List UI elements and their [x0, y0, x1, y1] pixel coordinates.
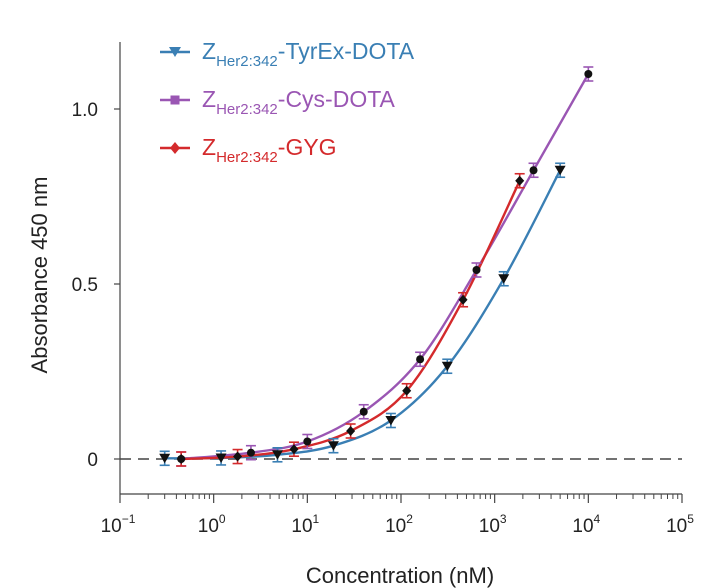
x-axis-title: Concentration (nM) [306, 563, 494, 588]
point-series-1 [498, 274, 510, 284]
point-series-1 [441, 361, 453, 372]
point-series-1 [385, 416, 397, 426]
point-series-3 [176, 454, 186, 464]
legend-marker [170, 95, 180, 105]
x-tick-label: 100 [198, 512, 226, 537]
y-tick-label: 1.0 [72, 100, 98, 121]
point-series-3 [289, 444, 299, 455]
legend-marker [170, 142, 180, 154]
legend-label: ZHer2:342-Cys-DOTA [202, 86, 396, 118]
y-tick-label: 0.5 [72, 275, 98, 296]
ticks: 0 0.5 1.0 10−1 100 101 102 103 104 105 [72, 100, 695, 537]
legend-entry-2: ZHer2:342-Cys-DOTA [160, 86, 396, 118]
curve-series-3 [181, 180, 521, 461]
point-series-3 [402, 385, 412, 396]
data-points [159, 66, 594, 467]
legend-entry-1: ZHer2:342-TyrEx-DOTA [160, 38, 415, 70]
legend-marker [169, 47, 181, 57]
point-series-1 [554, 165, 566, 176]
point-series-1 [159, 453, 171, 464]
legend-label: ZHer2:342-TyrEx-DOTA [202, 38, 415, 70]
series-curves [164, 73, 590, 461]
x-tick-label: 101 [291, 512, 319, 537]
point-series-2 [416, 355, 425, 364]
y-tick-label: 0 [87, 450, 98, 471]
x-tick-label: 10−1 [101, 512, 136, 537]
point-series-2 [584, 70, 593, 78]
y-axis-title: Absorbance 450 nm [27, 177, 52, 374]
point-series-2 [529, 166, 538, 175]
point-series-1 [271, 450, 283, 460]
point-series-3 [233, 451, 243, 462]
point-series-2 [359, 407, 368, 416]
point-series-1 [327, 441, 339, 451]
x-tick-label: 104 [572, 512, 600, 537]
point-series-3 [458, 294, 468, 305]
curve-series-2 [181, 73, 590, 461]
x-tick-label: 102 [385, 512, 413, 537]
legend: ZHer2:342-TyrEx-DOTA ZHer2:342-Cys-DOTA ZH… [160, 38, 415, 166]
legend-entry-3: ZHer2:342-GYG [160, 134, 337, 166]
point-series-3 [346, 426, 356, 436]
point-series-2 [246, 448, 255, 457]
legend-label: ZHer2:342-GYG [202, 134, 337, 166]
x-tick-label: 105 [666, 512, 694, 537]
point-series-3 [515, 175, 525, 186]
point-series-2 [303, 437, 312, 446]
point-series-1 [215, 453, 227, 463]
x-tick-label: 103 [479, 512, 507, 537]
point-series-2 [472, 266, 481, 274]
